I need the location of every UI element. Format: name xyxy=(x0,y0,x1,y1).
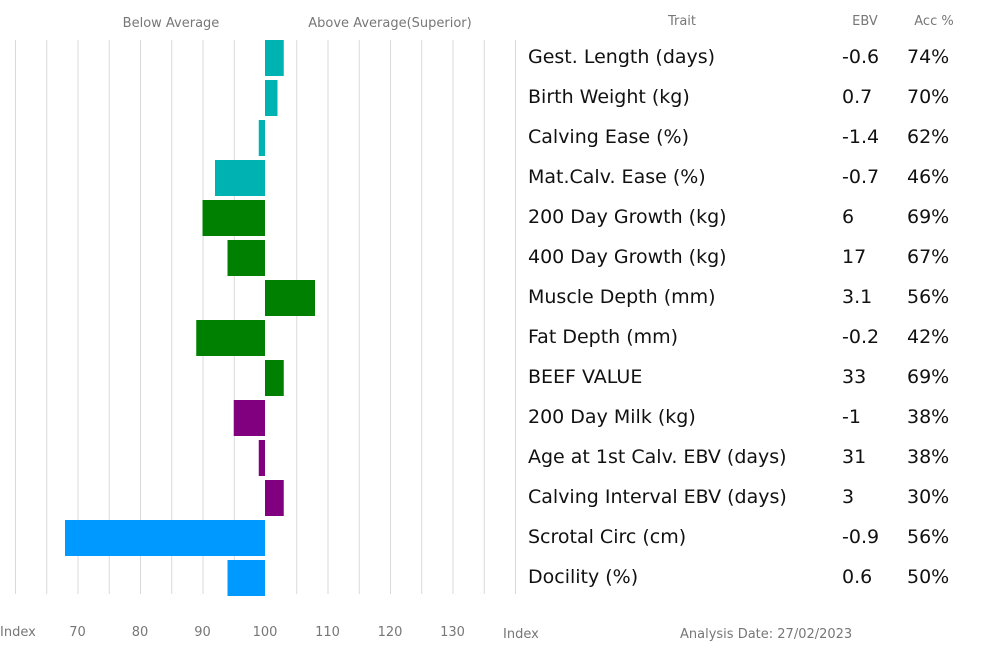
trait-acc: 50% xyxy=(907,566,949,588)
trait-acc: 38% xyxy=(907,406,949,428)
x-tick-label: 90 xyxy=(194,625,211,640)
header-above-average: Above Average(Superior) xyxy=(308,16,471,31)
trait-name: Calving Ease (%) xyxy=(528,126,689,148)
trait-acc: 38% xyxy=(907,446,949,468)
trait-name: Calving Interval EBV (days) xyxy=(528,486,787,508)
trait-ebv: 3.1 xyxy=(842,286,872,308)
header-trait: Trait xyxy=(667,14,696,29)
index-bar xyxy=(65,520,265,556)
trait-ebv: 6 xyxy=(842,206,854,228)
trait-ebv: -1.4 xyxy=(842,126,879,148)
trait-ebv: -0.9 xyxy=(842,526,879,548)
trait-name: Docility (%) xyxy=(528,566,638,588)
header-acc: Acc % xyxy=(914,14,953,29)
trait-acc: 30% xyxy=(907,486,949,508)
x-tick-label: 80 xyxy=(132,625,149,640)
trait-ebv: 0.7 xyxy=(842,86,872,108)
index-bar xyxy=(215,160,265,196)
trait-name: 200 Day Milk (kg) xyxy=(528,406,696,428)
x-axis-label-left: Index xyxy=(0,625,36,640)
trait-name: Scrotal Circ (cm) xyxy=(528,526,686,548)
trait-name: BEEF VALUE xyxy=(528,366,642,388)
index-bar xyxy=(233,400,265,436)
trait-table: Gest. Length (days) -0.6 74% Birth Weight (… xyxy=(528,46,949,588)
trait-acc: 67% xyxy=(907,246,949,268)
index-bar xyxy=(202,200,265,236)
index-bar xyxy=(227,560,265,596)
trait-name: Gest. Length (days) xyxy=(528,46,715,68)
index-bar xyxy=(258,440,265,476)
x-tick-label: 120 xyxy=(378,625,403,640)
trait-ebv: 17 xyxy=(842,246,866,268)
index-bar xyxy=(196,320,265,356)
trait-acc: 62% xyxy=(907,126,949,148)
trait-ebv: 31 xyxy=(842,446,866,468)
x-tick-label: 100 xyxy=(253,625,278,640)
x-tick-label: 110 xyxy=(315,625,340,640)
header-ebv: EBV xyxy=(852,14,878,29)
trait-name: 200 Day Growth (kg) xyxy=(528,206,727,228)
index-bar xyxy=(265,40,284,76)
trait-name: Age at 1st Calv. EBV (days) xyxy=(528,446,787,468)
bars xyxy=(65,40,315,596)
trait-ebv: -0.7 xyxy=(842,166,879,188)
trait-name: Muscle Depth (mm) xyxy=(528,286,716,308)
trait-ebv: 33 xyxy=(842,366,866,388)
trait-acc: 56% xyxy=(907,526,949,548)
index-bar xyxy=(265,80,278,116)
header-below-average: Below Average xyxy=(123,16,220,31)
trait-acc: 69% xyxy=(907,206,949,228)
trait-acc: 46% xyxy=(907,166,949,188)
trait-ebv: -0.6 xyxy=(842,46,879,68)
trait-name: 400 Day Growth (kg) xyxy=(528,246,727,268)
index-bar xyxy=(265,280,315,316)
trait-name: Birth Weight (kg) xyxy=(528,86,690,108)
index-bar xyxy=(227,240,265,276)
index-bar xyxy=(265,480,284,516)
trait-acc: 70% xyxy=(907,86,949,108)
trait-ebv: -1 xyxy=(842,406,861,428)
x-axis-label-right: Index xyxy=(503,627,539,642)
analysis-date: Analysis Date: 27/02/2023 xyxy=(680,627,852,642)
trait-name: Fat Depth (mm) xyxy=(528,326,678,348)
x-axis-ticks: 70 80 90 100 110 120 130 xyxy=(69,625,465,640)
trait-ebv: 0.6 xyxy=(842,566,872,588)
trait-acc: 74% xyxy=(907,46,949,68)
trait-ebv: 3 xyxy=(842,486,854,508)
trait-acc: 69% xyxy=(907,366,949,388)
x-tick-label: 70 xyxy=(69,625,86,640)
trait-acc: 56% xyxy=(907,286,949,308)
trait-ebv: -0.2 xyxy=(842,326,879,348)
trait-name: Mat.Calv. Ease (%) xyxy=(528,166,706,188)
trait-acc: 42% xyxy=(907,326,949,348)
x-tick-label: 130 xyxy=(440,625,465,640)
index-bar xyxy=(258,120,265,156)
grid-lines xyxy=(15,40,516,594)
index-bar xyxy=(265,360,284,396)
